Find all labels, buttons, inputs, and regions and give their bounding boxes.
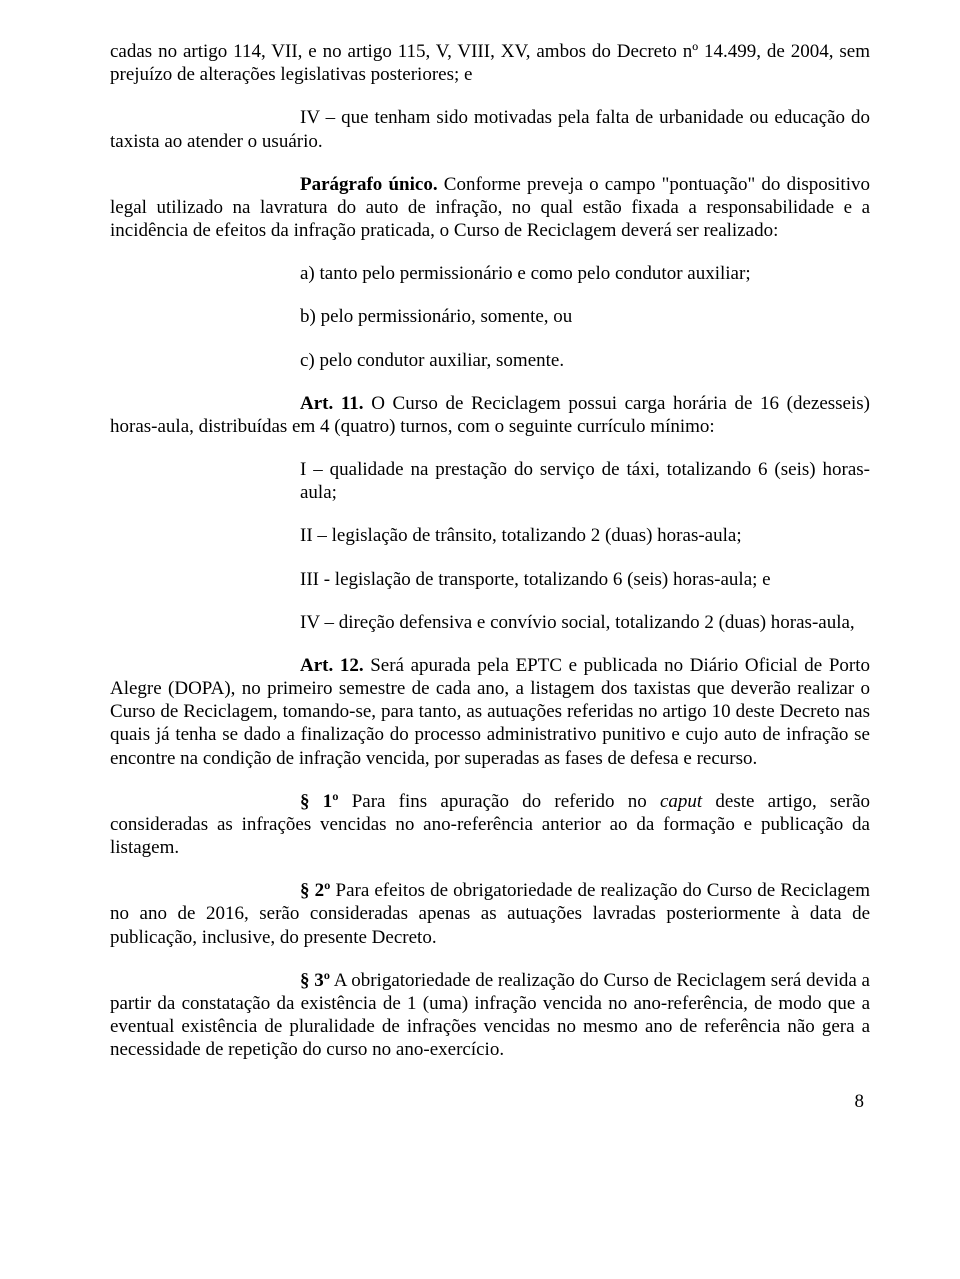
list-item: b) pelo permissionário, somente, ou bbox=[110, 305, 870, 328]
paragraph-unico: Parágrafo único. Conforme preveja o camp… bbox=[110, 173, 870, 243]
section-3: § 3º A obrigatoriedade de realização do … bbox=[110, 969, 870, 1062]
article-12: Art. 12. Será apurada pela EPTC e public… bbox=[110, 654, 870, 770]
section-1: § 1º Para fins apuração do referido no c… bbox=[110, 790, 870, 860]
text: Conforme preveja o campo "pontuação" do … bbox=[110, 174, 870, 241]
label-section-1: § 1º bbox=[300, 791, 339, 812]
document-page: cadas no artigo 114, VII, e no artigo 11… bbox=[0, 0, 960, 1153]
list-item: IV – direção defensiva e convívio social… bbox=[110, 611, 870, 634]
page-number: 8 bbox=[110, 1090, 870, 1113]
article-11: Art. 11. O Curso de Reciclagem possui ca… bbox=[110, 392, 870, 438]
label-section-2: § 2º bbox=[300, 880, 330, 901]
text: O Curso de Reciclagem possui carga horár… bbox=[110, 393, 870, 437]
section-2: § 2º Para efeitos de obrigatoriedade de … bbox=[110, 879, 870, 949]
label-art-12: Art. 12. bbox=[300, 655, 364, 676]
text: Será apurada pela EPTC e publicada no Di… bbox=[110, 655, 870, 769]
list-item: a) tanto pelo permissionário e como pelo… bbox=[110, 262, 870, 285]
paragraph: cadas no artigo 114, VII, e no artigo 11… bbox=[110, 40, 870, 86]
text: Para efeitos de obrigatoriedade de reali… bbox=[110, 880, 870, 947]
text: A obrigatoriedade de realização do Curso… bbox=[110, 970, 870, 1061]
text: Para fins apuração do referido no bbox=[339, 791, 660, 812]
caput-italic: caput bbox=[660, 791, 702, 812]
label-section-3: § 3º bbox=[300, 970, 330, 991]
label-art-11: Art. 11. bbox=[300, 393, 364, 414]
label-paragrafo-unico: Parágrafo único. bbox=[300, 174, 438, 195]
list-item: I – qualidade na prestação do serviço de… bbox=[110, 458, 870, 504]
paragraph: IV – que tenham sido motivadas pela falt… bbox=[110, 106, 870, 152]
list-item: II – legislação de trânsito, totalizando… bbox=[110, 524, 870, 547]
list-item: c) pelo condutor auxiliar, somente. bbox=[110, 349, 870, 372]
list-item: III - legislação de transporte, totaliza… bbox=[110, 568, 870, 591]
